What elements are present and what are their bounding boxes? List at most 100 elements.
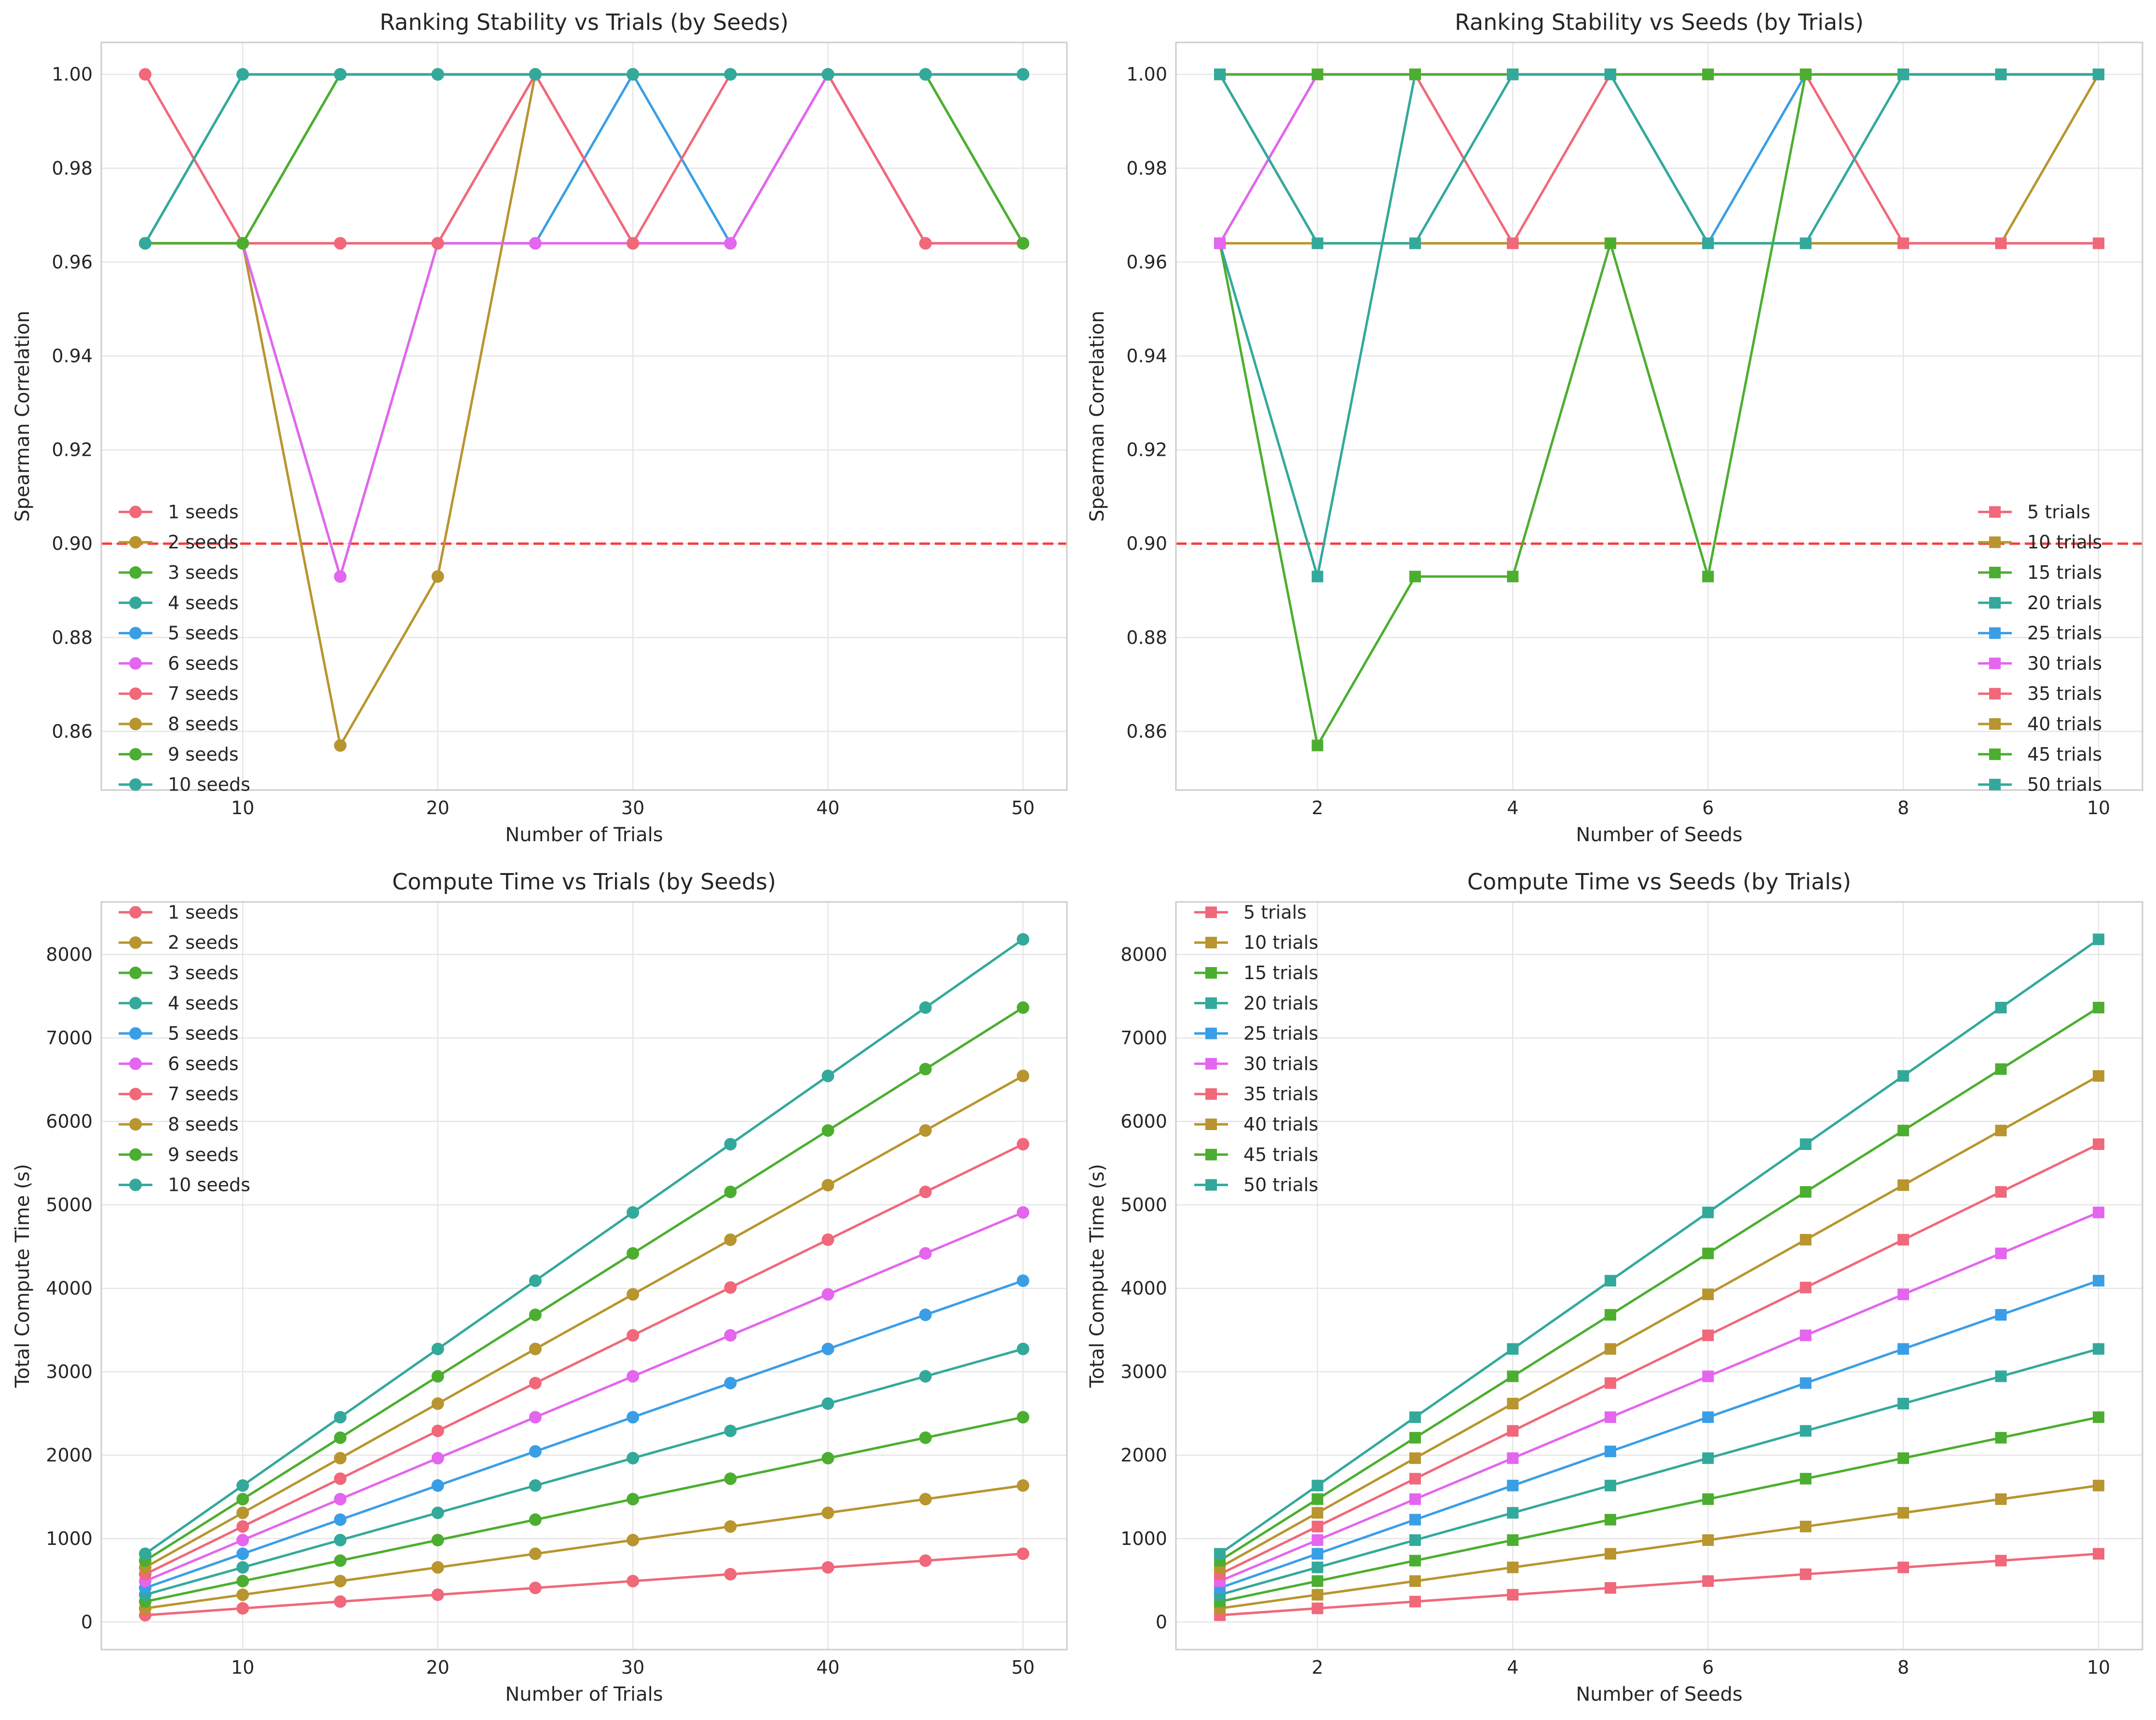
data-point [1897, 1561, 1910, 1573]
data-point [919, 1247, 932, 1260]
data-point [627, 1493, 640, 1506]
legend-item-7: 7 seeds [119, 1083, 239, 1105]
data-point [627, 1329, 640, 1342]
legend-item-6: 6 seeds [119, 653, 239, 674]
data-point [1409, 1555, 1421, 1567]
legend-label: 5 trials [2027, 501, 2090, 522]
legend-marker [129, 657, 142, 670]
series-line [1219, 938, 2100, 1555]
data-point [627, 1452, 640, 1465]
series-9 [1214, 1002, 2104, 1567]
data-point [1702, 1329, 1714, 1341]
data-point [2092, 1411, 2104, 1423]
legend-item-2: 10 trials [1194, 932, 1318, 953]
series-4 [1214, 1343, 2104, 1601]
legend-label: 7 seeds [168, 683, 239, 704]
legend-label: 10 trials [1243, 932, 1318, 953]
legend: 1 seeds 2 seeds 3 seeds 4 seeds 5 seeds 6 see… [119, 901, 250, 1196]
data-point [1604, 1479, 1616, 1491]
chart-title: Ranking Stability vs Seeds (by Trials) [1455, 9, 1864, 35]
series-2 [1214, 1479, 2104, 1614]
legend-label: 5 seeds [168, 623, 239, 644]
data-point [821, 1179, 834, 1192]
data-point [1800, 1282, 1812, 1294]
legend-label: 50 trials [1243, 1174, 1318, 1196]
data-point [1507, 1343, 1519, 1355]
data-point [1409, 1534, 1421, 1546]
data-point [334, 1574, 347, 1587]
legend-marker [129, 566, 142, 579]
legend-marker [129, 748, 142, 761]
data-point [431, 237, 444, 250]
series-10 [139, 933, 1029, 1560]
legend-marker [129, 967, 142, 979]
data-point [1507, 1589, 1519, 1601]
series-line [145, 73, 1023, 245]
x-tick-label: 4 [1507, 1657, 1518, 1678]
data-point [821, 1069, 834, 1082]
x-tick-label: 10 [2087, 797, 2110, 819]
data-point [236, 237, 249, 250]
data-point [1995, 1124, 2007, 1136]
legend-label: 7 seeds [168, 1083, 239, 1105]
series-10 [139, 68, 1029, 250]
y-tick-label: 5000 [46, 1194, 93, 1215]
legend-marker [1205, 1179, 1217, 1191]
x-tick-label: 6 [1702, 797, 1714, 819]
legend-marker [1205, 997, 1217, 1009]
data-point [1017, 1001, 1029, 1014]
legend-marker [1989, 688, 2001, 700]
x-tick-label: 8 [1897, 797, 1909, 819]
series-line [1219, 1348, 2099, 1596]
data-point [334, 1411, 347, 1424]
data-point [1017, 1069, 1029, 1082]
series-10 [1214, 933, 2104, 1560]
data-point [431, 1342, 444, 1355]
plot-frame [100, 41, 1068, 791]
data-point [1214, 237, 1226, 249]
data-point [334, 68, 347, 81]
plot-frame [100, 901, 1068, 1651]
data-point [1702, 1452, 1714, 1464]
data-point [431, 1452, 444, 1465]
data-point [1311, 1602, 1324, 1614]
data-point [919, 68, 932, 81]
legend-marker [129, 536, 142, 549]
data-point [334, 1534, 347, 1547]
y-axis-label: Total Compute Time (s) [12, 1164, 34, 1388]
data-point [529, 237, 542, 250]
data-point [529, 1308, 542, 1321]
legend-label: 20 trials [2027, 592, 2102, 614]
series-line [144, 1006, 1024, 1562]
chart-panel-3: 10 20 30 40 50 0 1000 2000 3000 4000 5000 6000 7000 8… [12, 869, 1068, 1706]
data-point [1702, 1411, 1714, 1423]
series-line [145, 1348, 1023, 1596]
data-point [431, 68, 444, 81]
x-axis-label: Number of Trials [505, 1683, 663, 1706]
data-point [334, 1554, 347, 1567]
legend-marker [1205, 937, 1217, 949]
legend-marker [129, 596, 142, 609]
data-point [2092, 933, 2104, 945]
y-tick-label: 0.92 [52, 439, 93, 461]
data-point [724, 1233, 737, 1246]
legend-label: 10 seeds [168, 1174, 250, 1196]
legend-item-5: 25 trials [1978, 623, 2102, 644]
data-point [236, 1534, 249, 1547]
legend-label: 8 seeds [168, 1114, 239, 1135]
data-point [1800, 1568, 1812, 1580]
legend-label: 6 seeds [168, 1053, 239, 1074]
data-point [627, 1411, 640, 1424]
x-tick-label: 2 [1311, 1657, 1323, 1678]
legend-marker [129, 687, 142, 700]
data-point [1604, 1343, 1616, 1355]
data-point [1214, 1548, 1226, 1560]
data-point [1995, 1247, 2007, 1259]
data-point [431, 1561, 444, 1574]
data-point [2092, 1206, 2104, 1218]
legend-item-10: 10 seeds [119, 774, 250, 795]
data-point [1604, 1377, 1616, 1389]
legend-label: 3 seeds [168, 562, 239, 583]
x-tick-label: 50 [1011, 1657, 1035, 1678]
series-line [145, 1552, 1023, 1617]
